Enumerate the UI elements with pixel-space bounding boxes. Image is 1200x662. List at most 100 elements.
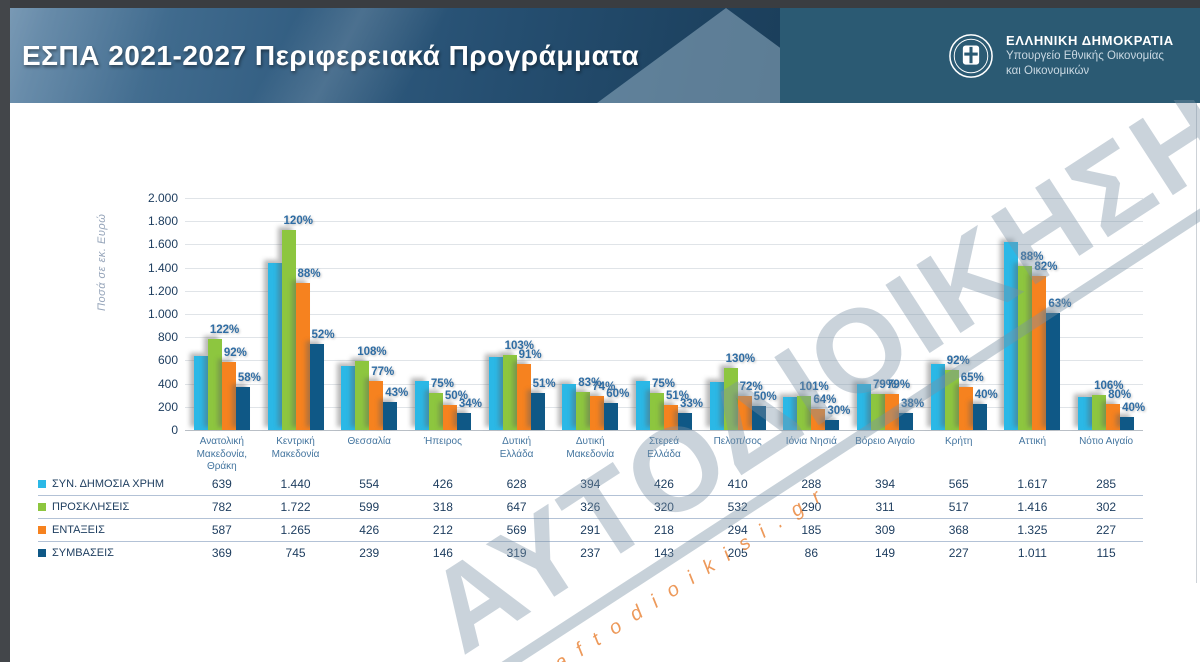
bar-group: 79% 79% 38% xyxy=(848,198,924,430)
gridline xyxy=(185,383,1143,385)
bar: 64% xyxy=(811,394,836,430)
table-cell: 309 xyxy=(875,523,896,537)
table-cell: 782 xyxy=(211,500,232,514)
government-logo-text: ΕΛΛΗΝΙΚΗ ΔΗΜΟΚΡΑΤΙΑ Υπουργείο Εθνικής Οι… xyxy=(1006,33,1174,78)
bar: 88% xyxy=(295,268,321,430)
chart-gridlines xyxy=(185,198,1143,431)
percent-label: 92% xyxy=(223,346,247,359)
bar: 92% xyxy=(944,355,970,430)
bar: 30% xyxy=(825,405,850,430)
percent-label: 77% xyxy=(371,365,395,378)
table-cell: 368 xyxy=(948,523,969,537)
percent-label: 88% xyxy=(297,268,321,281)
percent-label: 50% xyxy=(753,391,777,404)
x-category-label: Ιόνια Νησιά xyxy=(785,436,837,447)
table-cell: 149 xyxy=(875,546,896,560)
table-cell: 227 xyxy=(1096,523,1117,537)
bar xyxy=(341,365,356,430)
y-tick-label: 800 xyxy=(157,330,178,345)
table-cell: 302 xyxy=(1096,500,1117,514)
table-cell: 318 xyxy=(432,500,453,514)
legend-label: ΠΡΟΣΚΛΗΣΕΙΣ xyxy=(52,501,130,513)
gridline xyxy=(185,314,1143,315)
table-cell: 227 xyxy=(948,546,969,560)
bar-group: 101% 64% 30% xyxy=(775,198,850,430)
gridline xyxy=(185,360,1143,362)
table-cell: 86 xyxy=(804,546,819,560)
x-axis-category-labels: Ανατολική Μακεδονία, Θράκη Κεντρική Μακεδ… xyxy=(185,436,1143,474)
gridline xyxy=(185,198,1143,199)
bar: 63% xyxy=(1046,298,1071,430)
table-cell: 426 xyxy=(432,476,453,491)
bar-group: 88% 82% 63% xyxy=(996,198,1071,430)
table-cell: 647 xyxy=(506,500,527,514)
percent-label: 122% xyxy=(209,324,240,337)
x-category-label: Κρήτη xyxy=(945,436,973,447)
logo-org-name: ΕΛΛΗΝΙΚΗ ΔΗΜΟΚΡΑΤΙΑ xyxy=(1006,33,1174,48)
bar xyxy=(709,382,724,430)
percent-label: 103% xyxy=(504,339,535,352)
percent-label: 75% xyxy=(651,377,675,390)
bar: 58% xyxy=(235,372,261,430)
percent-label: 82% xyxy=(1034,261,1058,274)
government-logo-block: ΕΛΛΗΝΙΚΗ ΔΗΜΟΚΡΑΤΙΑ Υπουργείο Εθνικής Οι… xyxy=(780,8,1200,103)
series-data-table: ΣΥΝ. ΔΗΜΟΣΙΑ ΧΡΗΜ 639 1.440 554 426 628 394 426… xyxy=(38,472,1143,564)
bar: 75% xyxy=(428,378,454,430)
y-tick-label: 400 xyxy=(157,376,178,391)
bar: 38% xyxy=(899,398,924,430)
percent-label: 80% xyxy=(1108,388,1132,401)
table-row: ΕΝΤΑΞΕΙΣ 587 1.265 426 212 569 291 218 294 185 309… xyxy=(38,518,1143,541)
gridline xyxy=(185,337,1143,339)
bar-group: 75% 50% 34% xyxy=(406,198,482,430)
table-cell: 294 xyxy=(727,523,748,537)
table-cell: 319 xyxy=(506,546,527,560)
bar: 130% xyxy=(723,353,755,430)
table-cell: 1.011 xyxy=(1017,546,1047,560)
percent-label: 58% xyxy=(237,372,261,385)
table-cell: 1.325 xyxy=(1017,523,1048,537)
frame-top-strip xyxy=(0,0,1200,8)
legend-label: ΕΝΤΑΞΕΙΣ xyxy=(52,524,105,536)
table-row: ΣΥΝ. ΔΗΜΟΣΙΑ ΧΡΗΜ 639 1.440 554 426 628 394 426… xyxy=(38,472,1143,495)
bar: 40% xyxy=(972,389,998,430)
table-cell: 311 xyxy=(875,500,895,514)
bar: 33% xyxy=(677,398,703,430)
table-cell: 745 xyxy=(285,546,306,560)
bar xyxy=(857,384,872,430)
y-tick-label: 600 xyxy=(157,353,178,368)
percent-label: 64% xyxy=(813,393,837,406)
table-cell: 517 xyxy=(948,500,969,514)
table-cell: 394 xyxy=(875,476,896,491)
table-cell: 143 xyxy=(653,546,674,560)
legend-cell: ΣΥΝ. ΔΗΜΟΣΙΑ ΧΡΗΜ xyxy=(38,478,185,490)
bar: 51% xyxy=(663,390,689,430)
y-tick-label: 200 xyxy=(157,399,178,414)
table-cell: 290 xyxy=(801,500,822,514)
gridline xyxy=(185,244,1143,246)
legend-swatch xyxy=(38,503,46,511)
legend-swatch xyxy=(38,479,46,488)
gridline xyxy=(185,267,1143,269)
logo-ministry-line1: Υπουργείο Εθνικής Οικονομίας xyxy=(1006,50,1164,63)
y-tick-label: 2.000 xyxy=(147,191,178,205)
table-cell: 291 xyxy=(580,523,601,537)
bar: 72% xyxy=(737,381,763,430)
gridline xyxy=(185,221,1143,223)
bar xyxy=(414,380,429,430)
percent-label: 130% xyxy=(725,353,756,366)
table-cell: 205 xyxy=(727,546,748,560)
legend-cell: ΕΝΤΑΞΕΙΣ xyxy=(38,524,185,536)
x-category-label: Στερεά Ελλάδα xyxy=(647,436,681,460)
table-cell: 554 xyxy=(359,476,380,491)
x-category-label: Πελοπ/σος xyxy=(713,436,762,447)
table-cell: 237 xyxy=(580,546,601,560)
frame-left-strip xyxy=(0,0,10,662)
percent-label: 79% xyxy=(887,379,911,392)
bar: 65% xyxy=(958,372,984,430)
legend-cell: ΣΥΜΒΑΣΕΙΣ xyxy=(38,547,185,559)
bar-group: 75% 51% 33% xyxy=(627,198,703,430)
legend-swatch xyxy=(38,526,46,534)
bar xyxy=(783,396,798,430)
bar: 120% xyxy=(281,215,313,430)
